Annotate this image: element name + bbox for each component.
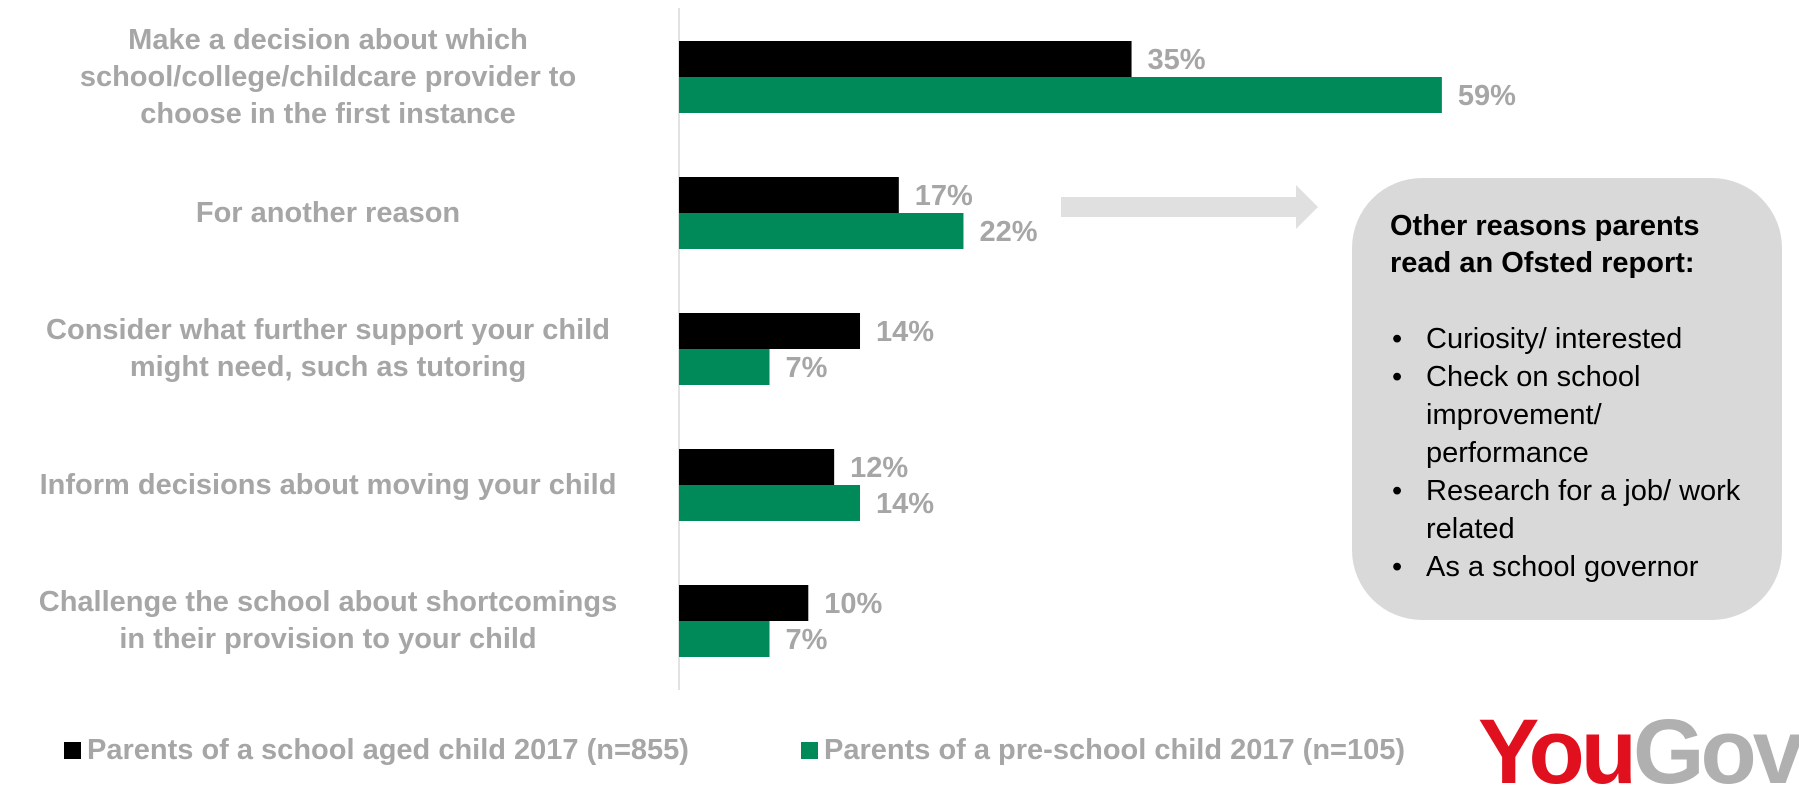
other-reasons-callout: Other reasons parents read an Ofsted rep… [1352,178,1782,620]
legend-swatch-black [64,741,81,759]
arrow-icon [1061,185,1318,229]
bar-pre-school [679,485,861,521]
category-label-line: school/college/childcare provider to [79,60,577,93]
data-label: 59% [1458,80,1516,112]
bar-pre-school [679,349,770,385]
category-label-line: might need, such as tutoring [129,351,527,383]
category-label: Consider what further support your child… [8,312,648,386]
data-label: 12% [850,452,908,484]
category-label: For another reason [8,195,648,232]
bar-pre-school [679,213,964,249]
data-label: 22% [979,216,1037,248]
bar-pre-school [679,77,1442,113]
data-label: 7% [786,352,828,384]
category-label-line: Challenge the school about shortcomings [38,586,618,618]
category-label: Inform decisions about moving your child [8,467,648,504]
bar-school-aged [679,41,1132,77]
data-label: 14% [876,316,934,348]
bar-school-aged [679,585,809,621]
bar-pre-school [679,621,770,657]
callout-item: Research for a job/ work related [1390,472,1744,548]
data-label: 7% [786,624,828,656]
data-label: 35% [1148,44,1206,76]
legend-item-pre-school: Parents of a pre-school child 2017 (n=10… [801,733,1405,767]
data-label: 17% [915,180,973,212]
bar-chart: 35% 59% 17%22% 14% 7% 12% 14% 10% 7% [678,8,1516,690]
bar-school-aged [679,449,835,485]
category-label: Make a decision about which school/colleg… [8,22,648,133]
data-label: 14% [876,488,934,520]
legend-swatch-green [801,741,818,759]
category-label-line: Inform decisions about moving your child [39,468,617,501]
callout-item: As a school governor [1390,548,1744,586]
bar-school-aged [679,177,899,213]
category-label: Challenge the school about shortcomings i… [8,584,648,658]
legend-item-school-aged: Parents of a school aged child 2017 (n=8… [64,733,689,767]
category-label-line: choose in the first instance [140,97,516,130]
bar-school-aged [679,313,861,349]
callout-list: Curiosity/ interested Check on school im… [1390,320,1744,586]
legend-label: Parents of a pre-school child 2017 (n=10… [824,734,1406,766]
callout-item: Curiosity/ interested [1390,320,1744,358]
yougov-logo: YouGov [1478,706,1799,798]
callout-title: Other reasons parents read an Ofsted rep… [1390,210,1700,279]
category-label-line: in their provision to your child [119,623,537,655]
category-label-line: For another reason [195,196,461,229]
legend-label: Parents of a school aged child 2017 (n=8… [87,734,689,766]
data-label: 10% [824,588,882,620]
logo-gov: Gov [1632,701,1799,803]
category-label-line: Consider what further support your child [46,314,610,346]
category-label-line: Make a decision about which [128,23,528,56]
logo-you: You [1478,701,1637,803]
callout-item: Check on school improvement/ performance [1390,358,1744,472]
